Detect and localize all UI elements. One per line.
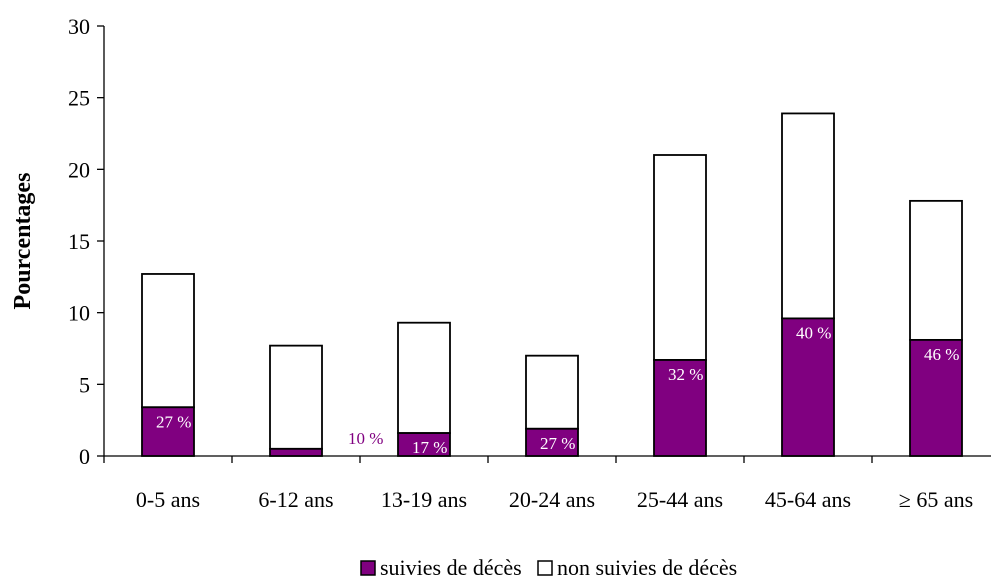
bar-deaths: [269, 447, 323, 457]
bar-deaths: [397, 432, 451, 457]
bar-no-deaths: [397, 321, 451, 434]
plot-area: 0 5 10 15 20 25 30 0-5 ans 27 % 6-12 ans 13-19 ans…: [68, 14, 991, 512]
x-tick-label: 13-19 ans: [381, 487, 467, 512]
y-tick-label: 25: [68, 86, 90, 111]
bar-deaths: [653, 359, 707, 457]
bar-no-deaths: [781, 112, 835, 320]
legend-swatch-no-deaths: [537, 560, 553, 576]
x-tick-label: ≥ 65 ans: [899, 487, 973, 512]
bar-no-deaths: [909, 199, 963, 341]
bar-no-deaths: [141, 273, 195, 409]
legend-swatch-deaths: [360, 560, 376, 576]
bar-no-deaths: [269, 344, 323, 450]
x-tick-label: 45-64 ans: [765, 487, 851, 512]
y-tick-label: 30: [68, 14, 90, 39]
legend: suivies de décès non suivies de décès: [360, 555, 737, 580]
y-tick-label: 0: [79, 444, 90, 469]
data-label-extra: 10 %: [348, 429, 383, 448]
data-label: 40 %: [796, 323, 831, 342]
x-tick-label: 20-24 ans: [509, 487, 595, 512]
bar-deaths: [909, 338, 963, 457]
data-label: 17 %: [412, 438, 447, 457]
x-tick-label: 6-12 ans: [258, 487, 333, 512]
y-tick-label: 5: [79, 372, 90, 397]
legend-label-no-deaths: non suivies de décès: [557, 555, 737, 580]
y-tick-label: 20: [68, 157, 90, 182]
bar-deaths: [525, 427, 579, 457]
bar-deaths: [781, 317, 835, 457]
data-label: 32 %: [668, 365, 703, 384]
y-tick-label: 10: [68, 301, 90, 326]
data-label: 27 %: [156, 412, 191, 431]
data-label: 27 %: [540, 434, 575, 453]
x-tick-label: 0-5 ans: [136, 487, 200, 512]
y-tick-label: 15: [68, 229, 90, 254]
x-tick-label: 25-44 ans: [637, 487, 723, 512]
bar-deaths: [141, 406, 195, 457]
legend-label-deaths: suivies de décès: [380, 555, 522, 580]
bar-no-deaths: [525, 354, 579, 430]
y-axis-title: Pourcentages: [10, 173, 36, 310]
data-label: 46 %: [924, 345, 959, 364]
bar-no-deaths: [653, 154, 707, 361]
